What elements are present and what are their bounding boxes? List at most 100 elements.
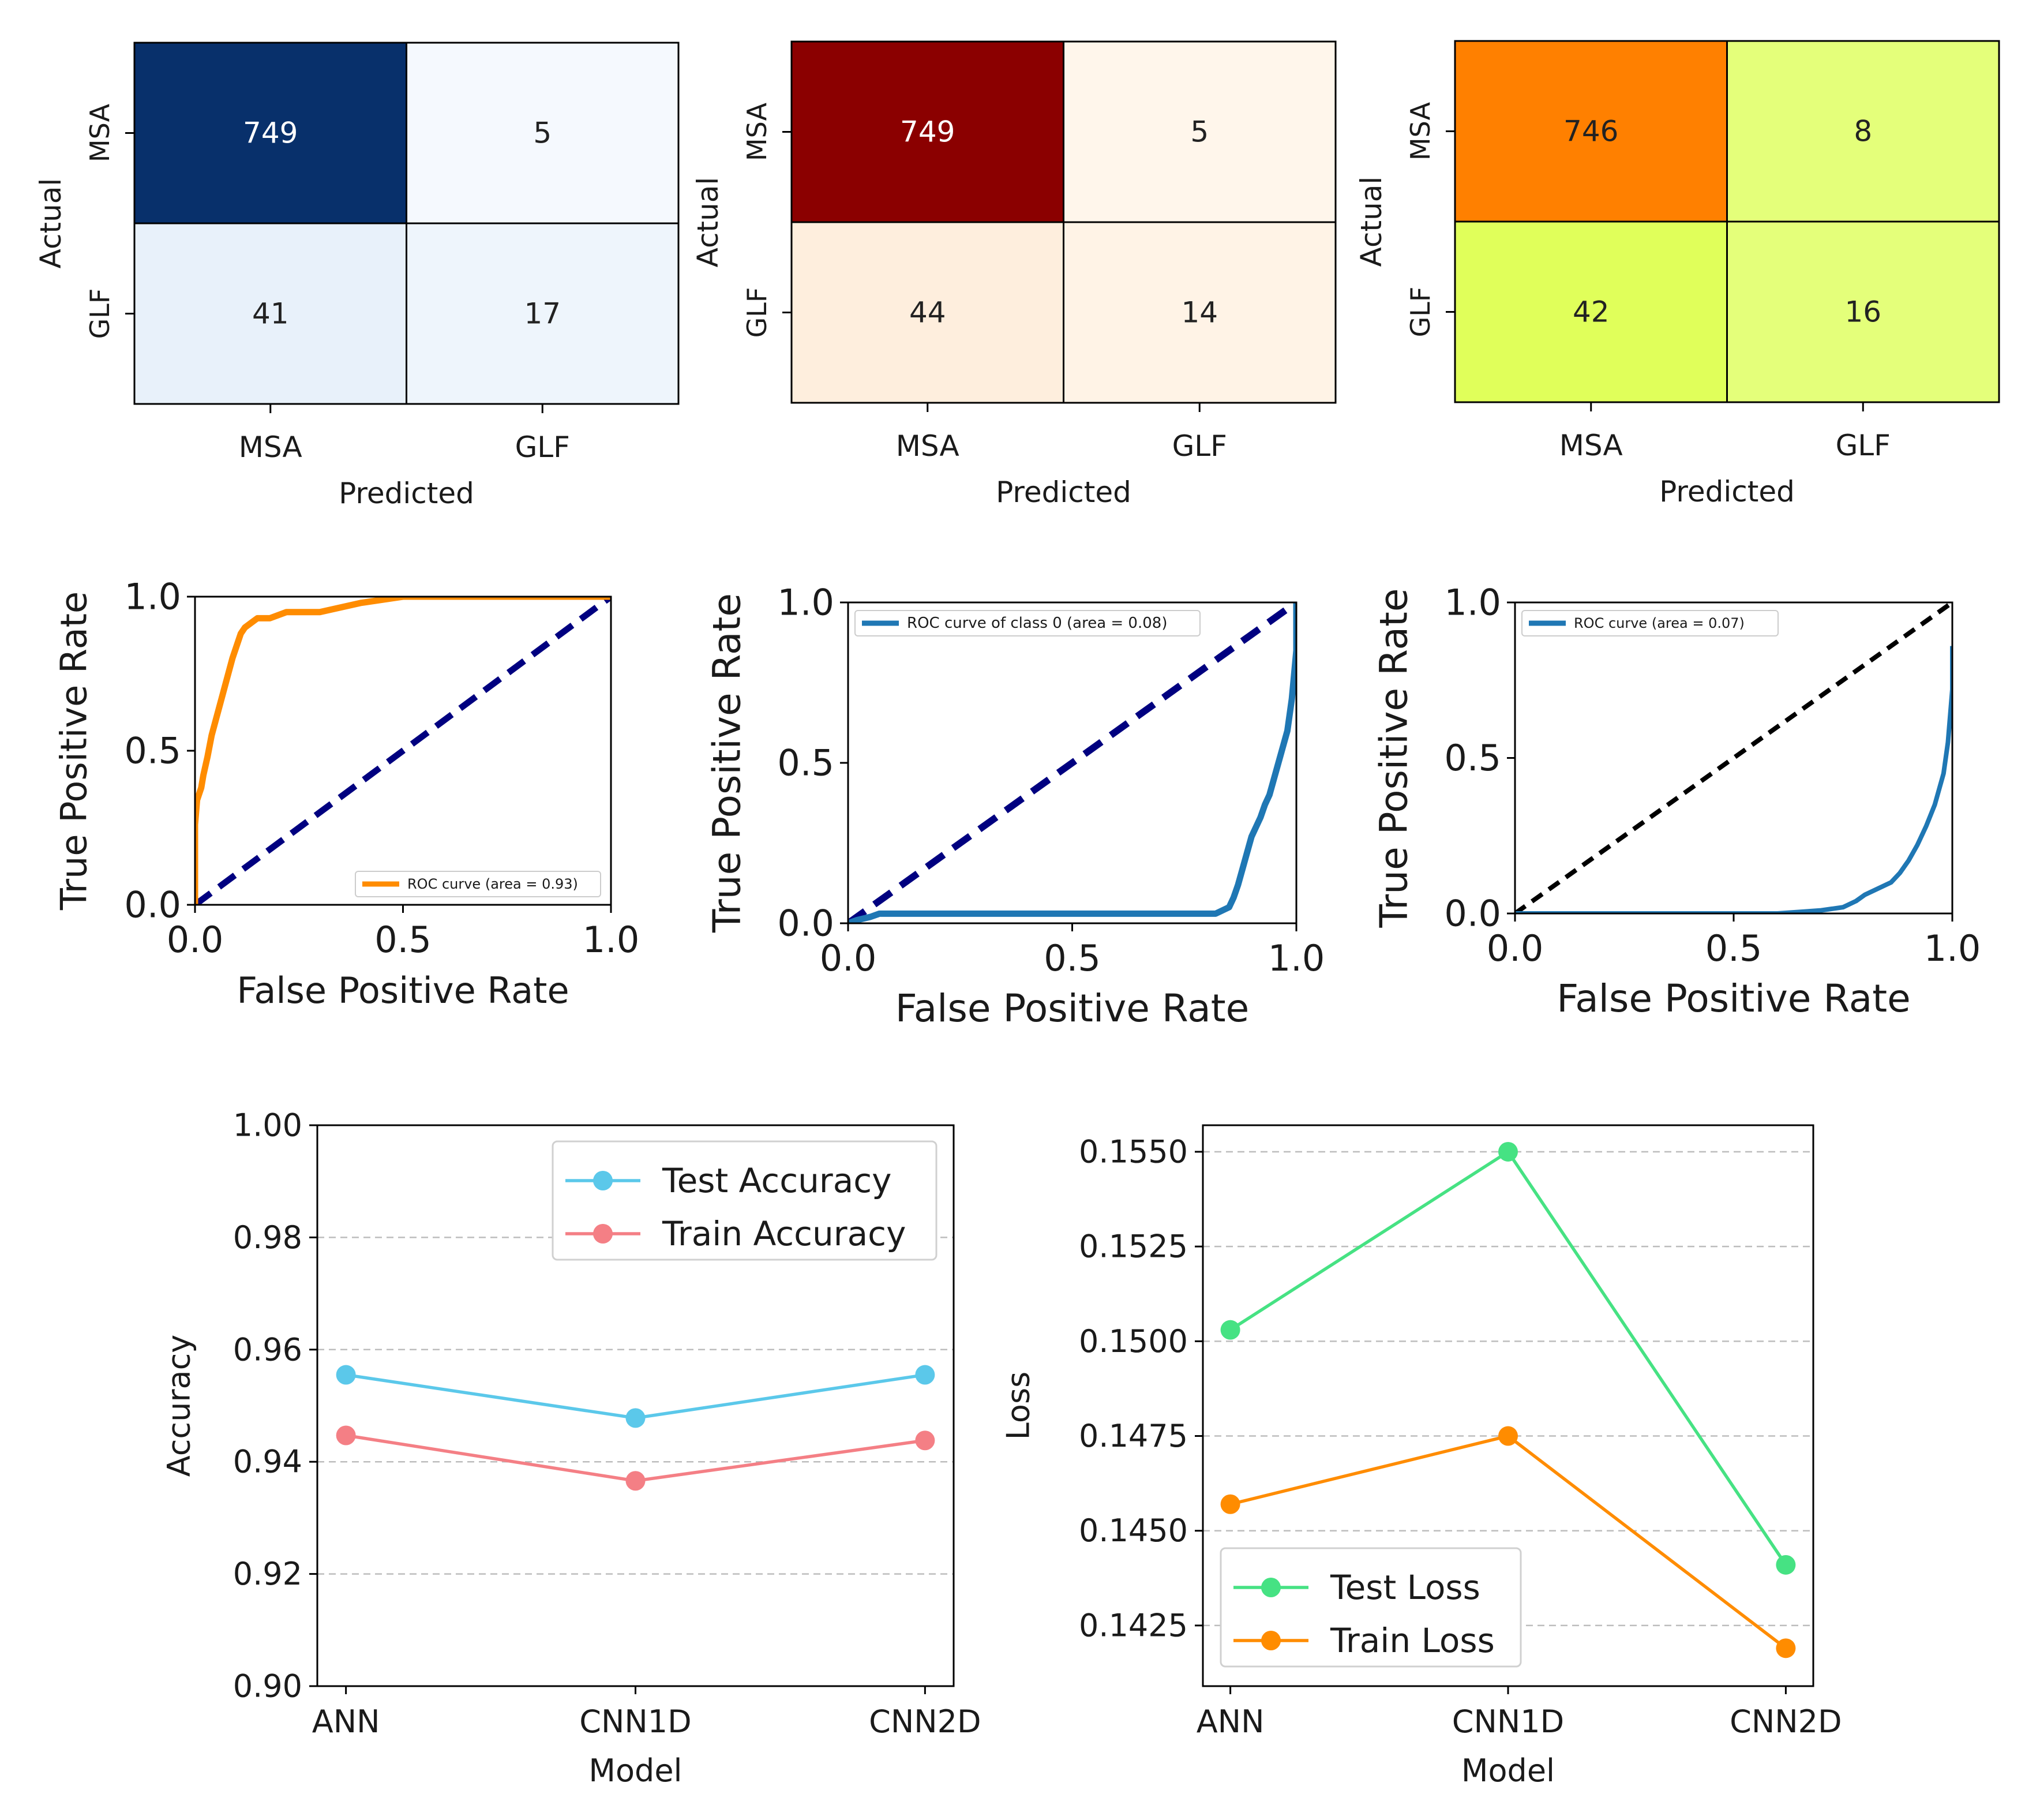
roc-y-tick-label: 0.0 [777, 902, 834, 945]
cm-row-label: MSA [741, 102, 772, 161]
cm-cell-value: 5 [1190, 115, 1209, 149]
roc-legend-label: ROC curve (area = 0.93) [407, 876, 578, 892]
cm-xlabel: Predicted [339, 477, 474, 510]
roc-legend-box [854, 610, 1201, 636]
roc-y-tick-label: 0.5 [777, 742, 834, 784]
x-axis-label: Model [1461, 1752, 1555, 1789]
roc-x-tick-label: 0.5 [1705, 927, 1762, 969]
roc-y-tick-label: 1.0 [777, 582, 834, 624]
data-point [1220, 1320, 1240, 1340]
cm-col-label: MSA [1559, 429, 1623, 462]
cm-xlabel: Predicted [1659, 475, 1795, 508]
cm-cell [1726, 40, 2000, 223]
y-tick-label: 1.00 [233, 1107, 302, 1144]
legend-swatch-marker [1261, 1578, 1281, 1597]
roc-y-tick-label: 1.0 [124, 576, 181, 618]
legend-label: Test Accuracy [662, 1161, 891, 1200]
roc-curve [1515, 646, 1952, 913]
cm-cell [1063, 221, 1337, 404]
cm-cell-value: 749 [900, 115, 955, 149]
cm-cell-value: 17 [524, 297, 561, 331]
y-tick-label: 0.98 [233, 1219, 302, 1256]
roc-xlabel: False Positive Rate [1557, 976, 1910, 1021]
y-tick-label: 0.92 [233, 1556, 302, 1592]
data-point [1498, 1141, 1518, 1162]
cm-cell [790, 40, 1064, 223]
roc-ylabel: True Positive Rate [705, 593, 749, 933]
data-point [915, 1430, 935, 1451]
x-tick-label: CNN1D [1452, 1703, 1564, 1740]
cm-cell [406, 222, 680, 405]
roc-chart-3: 0.00.0 0.5 0.5 1.0 1.0 False Positive Rate Tru… [1372, 582, 1981, 1021]
roc-legend-label: ROC curve of class 0 (area = 0.08) [907, 615, 1167, 632]
roc-legend-box [355, 871, 601, 897]
roc-x-tick-label: 0.0 [167, 919, 224, 961]
data-point [625, 1471, 646, 1491]
x-tick-label: CNN2D [1730, 1703, 1842, 1740]
cm-col-label: GLF [1836, 429, 1891, 462]
cm-cell-value: 14 [1181, 296, 1218, 329]
roc-diagonal-line [848, 602, 1296, 923]
roc-x-tick-label: 1.0 [1268, 937, 1325, 979]
roc-y-tick-label: 0.5 [1444, 737, 1501, 779]
y-tick-label: 0.90 [233, 1668, 302, 1705]
cm-cell-value: 749 [243, 117, 298, 150]
data-point [336, 1365, 356, 1385]
roc-y-tick-label: 0.5 [124, 730, 181, 772]
cm-col-label: GLF [1172, 429, 1227, 463]
legend-label: Train Loss [1330, 1621, 1495, 1660]
roc-y-tick-label: 0.0 [1444, 893, 1501, 935]
cm-row-label: GLF [741, 287, 772, 338]
roc-diagonal-line [1515, 602, 1952, 913]
cm-row-label: MSA [84, 103, 115, 162]
cm-col-label: GLF [515, 430, 570, 464]
y-tick-label: 0.1525 [1079, 1229, 1188, 1265]
cm-cell-value: 44 [909, 296, 946, 329]
data-point [625, 1408, 646, 1428]
accuracy-chart: ANN CNN1D CNN2D 0.90 0.92 0.94 0.96 0.98 1.00 Mod… [161, 1107, 981, 1789]
roc-legend-box [1521, 610, 1779, 636]
roc-chart-1: 0.00.0 0.5 0.5 1.0 1.0 False Positive Rate Tru… [53, 576, 640, 1012]
y-axis-label: Accuracy [161, 1335, 197, 1477]
y-tick-label: 0.1475 [1079, 1418, 1188, 1454]
cm-ylabel: Actual [34, 178, 68, 269]
y-tick-label: 0.1450 [1079, 1512, 1188, 1549]
legend-box [552, 1140, 937, 1261]
cm-cell-value: 16 [1844, 295, 1881, 329]
legend-swatch-marker [593, 1224, 613, 1244]
roc-curve [848, 602, 1296, 923]
data-point [1220, 1494, 1240, 1514]
cm-cell [790, 221, 1064, 404]
roc-legend-label: ROC curve (area = 0.07) [1574, 615, 1745, 631]
cm-cell-value: 41 [252, 297, 289, 331]
cm-col-label: MSA [239, 430, 302, 464]
roc-ylabel: True Positive Rate [1372, 589, 1416, 928]
legend-box [1220, 1547, 1522, 1668]
cm-cell [1454, 40, 1728, 223]
roc-chart-2: 0.00.0 0.5 0.5 1.0 1.0 False Positive Rate Tru… [705, 582, 1325, 1031]
cm-col-label: MSA [896, 429, 959, 463]
y-tick-label: 0.1425 [1079, 1607, 1188, 1643]
roc-x-tick-label: 0.5 [374, 919, 432, 961]
roc-x-tick-label: 0.5 [1044, 937, 1101, 979]
cm-row-label: GLF [1405, 287, 1436, 338]
y-tick-label: 0.1550 [1079, 1133, 1188, 1170]
legend-label: Test Loss [1330, 1568, 1480, 1607]
legend-swatch-marker [1261, 1631, 1281, 1650]
x-tick-label: CNN1D [579, 1703, 691, 1740]
data-point [1498, 1426, 1518, 1446]
roc-ylabel: True Positive Rate [53, 591, 95, 911]
roc-xlabel: False Positive Rate [237, 969, 569, 1012]
roc-x-tick-label: 1.0 [583, 919, 640, 961]
roc-xlabel: False Positive Rate [895, 986, 1249, 1031]
cm-ylabel: Actual [1355, 177, 1388, 267]
data-point [336, 1425, 356, 1445]
x-tick-label: CNN2D [869, 1703, 981, 1740]
y-tick-label: 0.94 [233, 1444, 302, 1480]
roc-x-tick-label: 0.0 [820, 937, 877, 979]
cm-row-label: MSA [1405, 102, 1436, 160]
legend-label: Train Accuracy [662, 1214, 906, 1253]
y-axis-label: Loss [1000, 1372, 1037, 1440]
roc-curve [195, 597, 611, 905]
